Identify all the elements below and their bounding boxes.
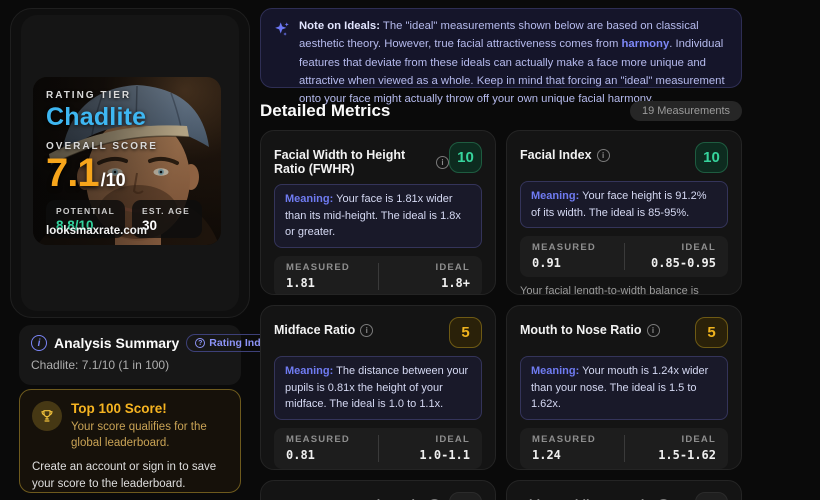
ideal-label: IDEAL xyxy=(681,433,716,445)
measured-ideal-box: MEASURED 0.91 IDEAL 0.85-0.95 xyxy=(520,236,728,277)
meaning-box: Meaning: Your mouth is 1.24x wider than … xyxy=(520,356,728,420)
metric-score-badge: 5 xyxy=(449,317,482,348)
sparkles-icon xyxy=(272,20,291,79)
meaning-text: Your mouth is 1.24x wider than your nose… xyxy=(531,365,709,410)
analysis-summary-title: Analysis Summary xyxy=(54,335,180,351)
metric-score-badge: 5 xyxy=(695,317,728,348)
metric-score-badge: 10 xyxy=(449,142,482,173)
rating-index-badge[interactable]: ? Rating Index xyxy=(186,334,282,352)
metric-title: Facial Index xyxy=(520,148,592,162)
ideal-value: 1.8+ xyxy=(441,275,470,290)
measured-label: MEASURED xyxy=(532,433,596,445)
info-icon: i xyxy=(31,335,47,351)
ideal-value: 0.85-0.95 xyxy=(650,256,716,270)
potential-label: POTENTIAL xyxy=(56,206,115,216)
measured-label: MEASURED xyxy=(286,433,350,445)
metric-title: Facial Width to Height Ratio (FWHR) xyxy=(274,148,406,176)
top-score-alert: Top 100 Score! Your score qualifies for … xyxy=(19,389,241,493)
overall-score: 7.1 /10 xyxy=(46,153,208,193)
metric-title: Chin to Philtrum Ratio xyxy=(520,498,652,500)
ideal-label: IDEAL xyxy=(681,242,716,253)
metric-title: Lower to Upper Lip Ratio xyxy=(274,498,423,500)
divider xyxy=(378,262,379,290)
measured-value: 0.91 xyxy=(532,256,561,270)
detailed-metrics-heading: Detailed Metrics xyxy=(260,101,391,120)
info-icon[interactable]: i xyxy=(646,323,660,337)
measurements-count-badge: 19 Measurements xyxy=(629,101,742,121)
note-highlight: harmony xyxy=(621,38,670,51)
meaning-label: Meaning: xyxy=(285,193,334,205)
metric-score-badge xyxy=(449,492,482,500)
potential-value: 8.8/10 xyxy=(56,218,94,233)
est-age-value: 30 xyxy=(141,218,157,233)
info-icon[interactable]: i xyxy=(596,148,610,162)
metric-score-badge xyxy=(695,492,728,500)
site-watermark: looksmaxrate.com xyxy=(46,225,147,237)
metric-title: Midface Ratio xyxy=(274,323,356,337)
divider xyxy=(624,243,625,270)
note-on-ideals-box: Note on Ideals: The "ideal" measurements… xyxy=(260,8,742,105)
potential-badge: POTENTIAL 8.8/10 xyxy=(46,200,125,238)
top-score-subtitle: Your score qualifies for the global lead… xyxy=(71,421,207,450)
metric-card-midface-ratio: Midface Ratio i 5 Meaning: The distance … xyxy=(260,305,496,470)
meaning-box: Meaning: Your face height is 91.2% of it… xyxy=(520,181,728,228)
ideal-value: 1.5-1.62 xyxy=(658,447,716,462)
question-icon: ? xyxy=(195,338,206,348)
metric-card-chin-philtrum: Chin to Philtrum Ratio i xyxy=(506,480,742,500)
score-denominator: /10 xyxy=(100,170,126,190)
meaning-box: Meaning: Your face is 1.81x wider than i… xyxy=(274,184,482,248)
ideal-label: IDEAL xyxy=(435,433,470,445)
meaning-box: Meaning: The distance between your pupil… xyxy=(274,356,482,420)
meaning-text: Your face is 1.81x wider than its mid-he… xyxy=(285,193,461,238)
note-text: Note on Ideals: The "ideal" measurements… xyxy=(299,17,727,105)
metric-card-lip-ratio: Lower to Upper Lip Ratio i xyxy=(260,480,496,500)
score-value: 7.1 xyxy=(46,151,100,195)
measured-value: 1.81 xyxy=(286,275,315,290)
metric-title: Mouth to Nose Ratio xyxy=(520,323,642,337)
est-age-label: EST. AGE xyxy=(141,206,190,216)
analysis-summary-panel: i Analysis Summary ? Rating Index Chadli… xyxy=(19,325,282,385)
info-icon[interactable]: i xyxy=(436,155,449,169)
rating-tier-label: RATING TIER xyxy=(46,90,132,101)
est-age-badge: EST. AGE 30 xyxy=(131,200,202,238)
metrics-grid: Facial Width to Height Ratio (FWHR) i 10… xyxy=(260,130,742,500)
measured-ideal-box: MEASURED 1.24 IDEAL 1.5-1.62 xyxy=(520,427,728,469)
rating-tier-value: Chadlite xyxy=(46,103,147,131)
measured-value: 0.81 xyxy=(286,447,315,462)
metric-score-badge: 10 xyxy=(695,142,728,173)
rating-index-label: Rating Index xyxy=(209,337,273,349)
ideal-value: 1.0-1.1 xyxy=(419,447,470,462)
ideal-label: IDEAL xyxy=(435,261,470,273)
meaning-label: Meaning: xyxy=(285,365,334,377)
note-body-2: . Individual features that deviate from … xyxy=(299,38,725,106)
top-score-cta: Create an account or sign in to save you… xyxy=(32,461,217,490)
note-body-1: The "ideal" measurements shown below are… xyxy=(299,20,699,51)
divider xyxy=(378,434,379,462)
profile-photo-card: RATING TIER Chadlite OVERALL SCORE 7.1 /… xyxy=(33,77,221,245)
divider xyxy=(624,434,625,462)
metric-card-facial-index: Facial Index i 10 Meaning: Your face hei… xyxy=(506,130,742,295)
metric-summary: Your facial length-to-width balance is i… xyxy=(520,285,699,295)
measured-value: 1.24 xyxy=(532,447,561,462)
trophy-icon xyxy=(32,401,62,431)
measured-label: MEASURED xyxy=(286,261,350,273)
meaning-label: Meaning: xyxy=(531,365,580,377)
metric-card-mouth-to-nose: Mouth to Nose Ratio i 5 Meaning: Your mo… xyxy=(506,305,742,470)
measured-ideal-box: MEASURED 0.81 IDEAL 1.0-1.1 xyxy=(274,427,482,469)
top-score-title: Top 100 Score! xyxy=(71,401,167,416)
metric-card-fwhr: Facial Width to Height Ratio (FWHR) i 10… xyxy=(260,130,496,295)
meaning-text: Your face height is 91.2% of its width. … xyxy=(531,190,707,219)
measured-ideal-box: MEASURED 1.81 IDEAL 1.8+ xyxy=(274,255,482,294)
overall-score-label: OVERALL SCORE xyxy=(46,141,158,152)
meaning-label: Meaning: xyxy=(531,190,580,202)
meaning-text: The distance between your pupils is 0.81… xyxy=(285,365,469,410)
info-icon[interactable]: i xyxy=(360,323,374,337)
measured-label: MEASURED xyxy=(532,242,596,253)
note-label: Note on Ideals: xyxy=(299,20,380,32)
analysis-summary-text: Chadlite: 7.1/10 (1 in 100) xyxy=(31,358,170,372)
